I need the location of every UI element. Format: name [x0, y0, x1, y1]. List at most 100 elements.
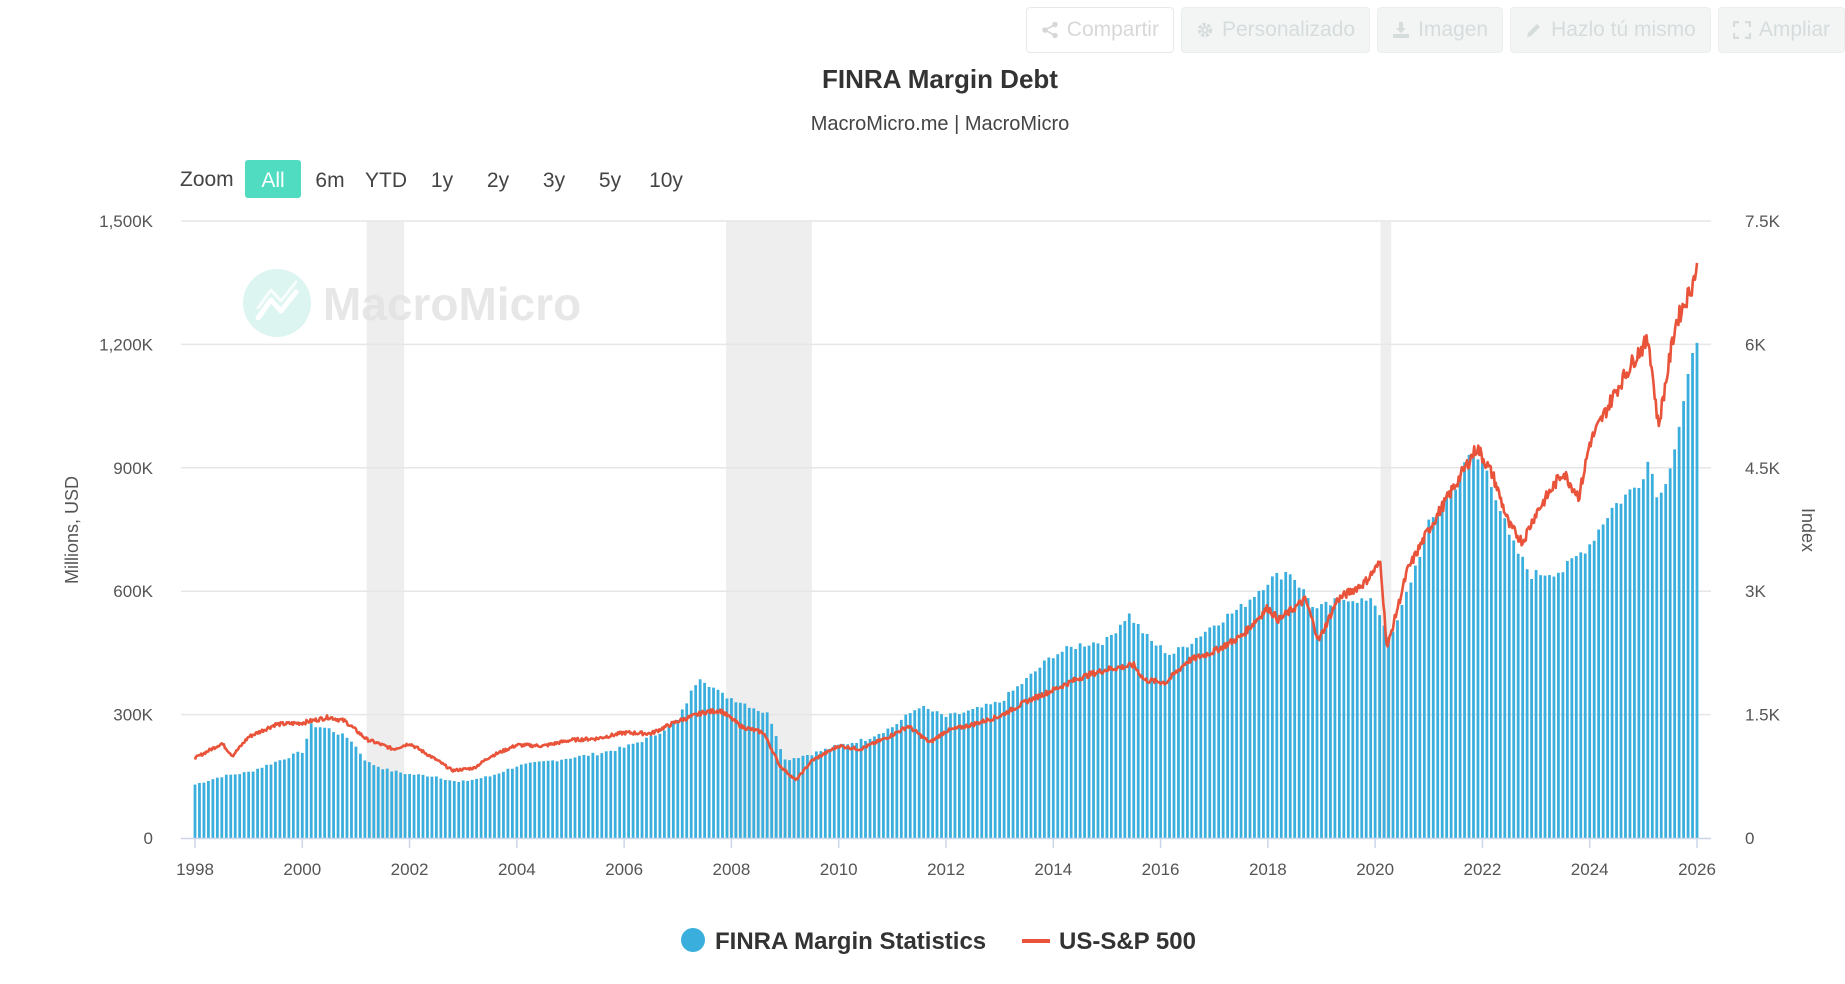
margin-bar — [828, 748, 832, 838]
margin-bar — [1154, 645, 1158, 838]
margin-bar — [1507, 534, 1511, 838]
margin-bar — [256, 768, 259, 838]
margin-bar — [935, 711, 939, 838]
margin-bar — [1391, 631, 1395, 838]
margin-bar — [448, 780, 452, 838]
zoom-option-3y[interactable]: 3y — [543, 169, 566, 192]
margin-bar — [904, 714, 908, 838]
margin-bar — [582, 754, 586, 838]
margin-bar — [1101, 645, 1104, 838]
margin-bar — [1320, 604, 1323, 838]
zoom-option-5y[interactable]: 5y — [599, 169, 622, 192]
watermark-text: MacroMicro — [323, 278, 581, 330]
margin-bar — [1235, 609, 1238, 838]
margin-bar — [350, 741, 353, 838]
margin-bar — [1092, 642, 1095, 838]
margin-bar — [1083, 646, 1086, 838]
zoom-option-2y[interactable]: 2y — [487, 169, 510, 192]
margin-bar — [537, 761, 541, 838]
zoom-option-10y[interactable]: 10y — [649, 169, 683, 192]
margin-bar — [649, 735, 653, 838]
x-tick-label: 2010 — [820, 860, 858, 879]
margin-bar — [274, 761, 277, 838]
margin-bar — [1606, 518, 1609, 838]
margin-bar — [207, 781, 210, 838]
margin-bar — [1297, 587, 1301, 838]
margin-bar — [1489, 487, 1493, 838]
margin-bar — [1628, 489, 1632, 838]
margin-bar — [685, 703, 689, 838]
margin-bar — [1382, 625, 1386, 838]
margin-bar — [381, 769, 385, 838]
y-left-tick-label: 600K — [113, 582, 153, 601]
image-download-button[interactable]: Imagen — [1377, 7, 1504, 53]
legend-label-sp500: US-S&P 500 — [1059, 928, 1196, 955]
margin-bar — [1056, 654, 1060, 838]
expand-button[interactable]: Ampliar — [1717, 7, 1845, 53]
margin-bar — [394, 770, 398, 838]
chart-subtitle: MacroMicro.me | MacroMicro — [811, 113, 1070, 135]
margin-bar — [1230, 613, 1234, 838]
zoom-option-label: 5y — [599, 169, 622, 192]
zoom-option-all[interactable]: All — [245, 160, 301, 198]
margin-bar — [1208, 627, 1212, 838]
legend-item-margin[interactable]: FINRA Margin Statistics — [681, 928, 986, 955]
macromicro-watermark: MacroMicro — [243, 269, 581, 337]
customize-button[interactable]: Personalizado — [1180, 7, 1371, 53]
margin-bar — [1682, 401, 1685, 838]
legend: FINRA Margin Statistics US-S&P 500 — [681, 928, 1196, 955]
recession-band — [1380, 221, 1392, 838]
margin-bar — [1418, 557, 1422, 838]
margin-bar — [1069, 646, 1073, 838]
margin-bar — [502, 771, 505, 838]
y-right-tick-label: 3K — [1745, 582, 1766, 601]
margin-bar — [1668, 468, 1672, 838]
margin-bar — [640, 742, 644, 838]
margin-bar — [457, 781, 461, 838]
margin-bar — [1190, 643, 1194, 838]
zoom-option-1y[interactable]: 1y — [431, 169, 454, 192]
margin-bar — [1333, 598, 1337, 838]
margin-bar — [788, 760, 791, 838]
margin-bar — [1011, 690, 1015, 838]
margin-bar — [1221, 622, 1225, 838]
margin-bar — [1427, 519, 1431, 838]
margin-bar — [1601, 524, 1605, 838]
margin-bar — [801, 755, 805, 838]
margin-bar — [1413, 565, 1417, 838]
margin-bar — [1472, 454, 1475, 838]
margin-bar — [1324, 601, 1328, 838]
margin-bar — [586, 755, 590, 838]
margin-bar — [850, 742, 854, 838]
margin-bar — [944, 716, 948, 838]
margin-bar — [1588, 544, 1592, 838]
margin-bar — [1543, 575, 1547, 838]
margin-bar — [899, 719, 903, 838]
margin-bar — [917, 708, 921, 838]
x-tick-label: 2022 — [1464, 860, 1502, 879]
zoom-option-6m[interactable]: 6m — [315, 169, 344, 192]
diy-button[interactable]: Hazlo tú mismo — [1510, 7, 1711, 53]
margin-bar — [283, 759, 286, 838]
margin-bar — [519, 764, 523, 838]
margin-bar — [238, 774, 242, 838]
margin-bar — [1110, 634, 1113, 838]
margin-bar — [300, 752, 304, 838]
margin-bar — [1007, 692, 1010, 838]
margin-bar — [1646, 461, 1650, 838]
legend-item-sp500[interactable]: US-S&P 500 — [1022, 928, 1196, 955]
x-tick-label: 2000 — [283, 860, 321, 879]
margin-bar — [233, 774, 237, 838]
zoom-option-ytd[interactable]: YTD — [365, 169, 407, 192]
y-left-tick-label: 1,200K — [99, 335, 154, 354]
margin-bar — [806, 754, 809, 838]
margin-bar — [1476, 459, 1480, 838]
zoom-option-label: 6m — [315, 169, 344, 192]
share-button[interactable]: Compartir — [1025, 7, 1174, 53]
toolbar: Compartir Personalizado Imagen Hazlo tú … — [1025, 7, 1845, 53]
x-tick-label: 1998 — [176, 860, 214, 879]
margin-bar — [412, 774, 416, 838]
margin-bar — [198, 783, 201, 838]
margin-bar — [1136, 624, 1140, 838]
